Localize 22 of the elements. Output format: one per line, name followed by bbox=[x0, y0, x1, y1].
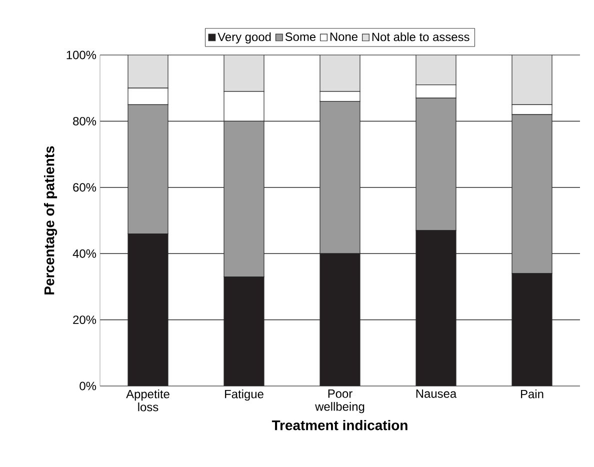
y-tick-label: 40% bbox=[72, 249, 96, 258]
x-tick-label: Nausea bbox=[416, 390, 457, 398]
bar bbox=[128, 54, 168, 88]
x-axis-title: Treatment indication bbox=[272, 420, 408, 430]
bar bbox=[512, 54, 552, 105]
legend-label: Very good bbox=[218, 32, 271, 44]
bar bbox=[224, 54, 264, 92]
x-tick-label: Poor wellbeing bbox=[315, 390, 364, 414]
x-tick-label: Fatigue bbox=[225, 390, 264, 401]
x-tick-label: Pain bbox=[521, 390, 544, 398]
bar bbox=[320, 54, 360, 92]
y-tick-label: 0% bbox=[80, 382, 96, 390]
bar bbox=[416, 54, 456, 86]
y-tick-label: 20% bbox=[73, 316, 96, 324]
y-tick-label: 80% bbox=[73, 116, 96, 126]
y-tick-label: 60% bbox=[73, 183, 96, 192]
legend-label: Not able to assess bbox=[372, 32, 470, 42]
legend-label: None bbox=[330, 32, 358, 41]
y-axis-title: Percentage of patients bbox=[44, 146, 58, 294]
y-tick-label: 100% bbox=[66, 50, 96, 60]
legend-label: Some bbox=[285, 32, 316, 41]
x-tick-label: Appetite loss bbox=[126, 390, 170, 412]
